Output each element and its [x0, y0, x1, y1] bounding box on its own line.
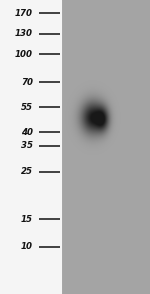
Bar	[0, 0, 62, 294]
Text: 130: 130	[15, 29, 33, 38]
Bar	[62, 0, 150, 294]
Text: 15: 15	[21, 215, 33, 223]
Text: 35: 35	[21, 141, 33, 150]
Text: 100: 100	[15, 50, 33, 59]
Text: 70: 70	[21, 78, 33, 87]
Text: 170: 170	[15, 9, 33, 18]
Text: 10: 10	[21, 243, 33, 251]
Text: 25: 25	[21, 168, 33, 176]
Text: 40: 40	[21, 128, 33, 137]
Text: 55: 55	[21, 103, 33, 112]
